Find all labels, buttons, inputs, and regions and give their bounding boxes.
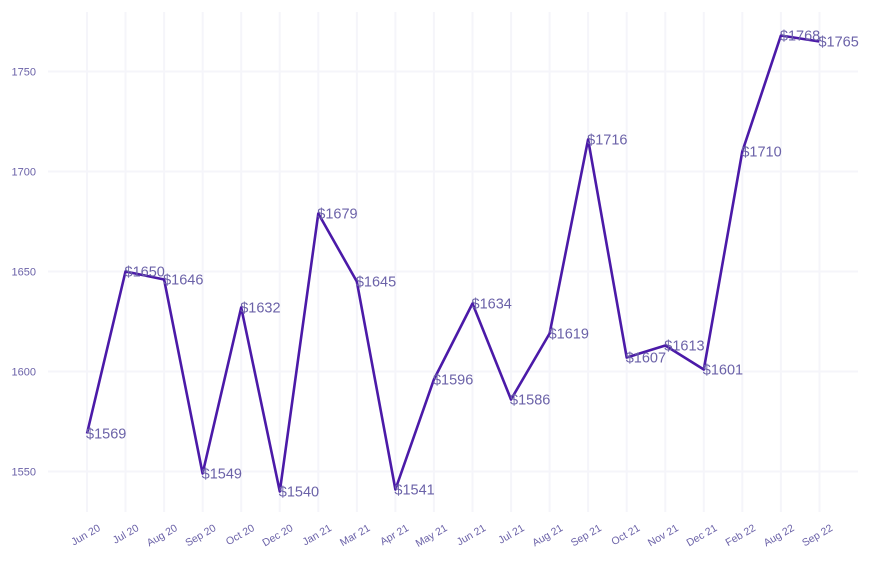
data-label: $1632 — [240, 301, 280, 317]
x-tick-label: Dec 20 — [260, 522, 295, 549]
y-tick-label: 1700 — [12, 167, 36, 179]
data-label: $1716 — [587, 133, 627, 149]
series-line — [85, 34, 820, 493]
data-label: $1607 — [626, 351, 666, 367]
data-label: $1645 — [356, 275, 396, 291]
y-tick-label: 1750 — [12, 67, 36, 79]
data-label: $1646 — [163, 273, 203, 289]
x-tick-label: Mar 21 — [338, 522, 372, 549]
x-tick-label: Sep 20 — [183, 522, 218, 549]
data-label: $1619 — [549, 327, 589, 343]
x-tick-label: Oct 20 — [224, 522, 257, 548]
x-tick-label: Oct 21 — [609, 522, 642, 548]
y-gridlines — [48, 70, 858, 473]
y-axis-ticks: 1550 1600 1650 1700 1750 — [12, 67, 36, 479]
x-tick-label: Jan 21 — [300, 522, 333, 548]
x-tick-label: Apr 21 — [378, 522, 411, 548]
x-axis-ticks: Jun 20 Jul 20 Aug 20 Sep 20 Oct 20 Dec 20 Jan … — [69, 522, 835, 550]
data-label: $1765 — [818, 35, 858, 51]
x-tick-label: Sep 22 — [800, 522, 835, 549]
x-tick-label: May 21 — [414, 522, 450, 550]
data-label: $1596 — [433, 373, 473, 389]
x-tick-label: Dec 21 — [684, 522, 719, 549]
x-tick-label: Aug 22 — [762, 522, 797, 549]
data-label: $1569 — [86, 427, 126, 443]
y-tick-label: 1650 — [12, 267, 36, 279]
x-tick-label: Sep 21 — [569, 522, 604, 549]
y-tick-label: 1600 — [12, 367, 36, 379]
x-tick-label: Feb 22 — [724, 522, 758, 549]
data-label: $1541 — [394, 483, 434, 499]
data-labels: $1569 $1650$1646 $1549 $1632 $1540 $1679 $1645… — [86, 29, 859, 501]
data-label: $1601 — [703, 363, 743, 379]
data-label: $1586 — [510, 393, 550, 409]
x-tick-label: Jul 21 — [496, 522, 526, 546]
y-tick-label: 1550 — [12, 467, 36, 479]
x-tick-label: Jun 20 — [69, 522, 102, 548]
x-tick-label: Aug 20 — [145, 522, 180, 549]
data-label: $1679 — [317, 207, 357, 223]
data-label: $1768 — [780, 29, 820, 45]
data-label: $1710 — [741, 145, 781, 161]
x-tick-label: Jun 21 — [455, 522, 488, 548]
data-label: $1613 — [664, 339, 704, 355]
x-tick-label: Jul 20 — [111, 522, 141, 546]
data-label: $1549 — [202, 467, 242, 483]
x-tick-label: Nov 21 — [646, 522, 681, 549]
x-gridlines — [86, 12, 821, 512]
data-label: $1650 — [125, 265, 165, 281]
data-label: $1634 — [472, 297, 512, 313]
x-tick-label: Aug 21 — [530, 522, 565, 549]
data-label: $1540 — [279, 485, 319, 501]
